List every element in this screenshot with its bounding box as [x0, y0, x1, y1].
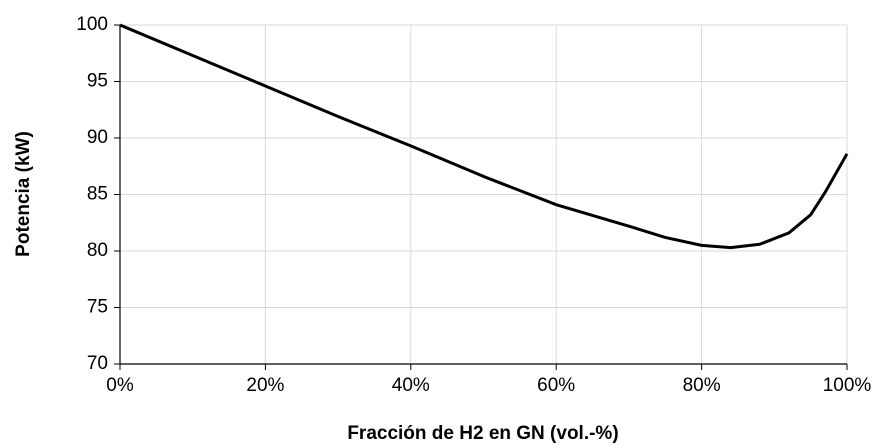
x-tick-label: 40%: [392, 375, 430, 396]
x-tick-label: 60%: [537, 375, 575, 396]
x-tick-label: 80%: [683, 375, 721, 396]
x-tick-label: 0%: [106, 375, 134, 396]
y-tick-label: 90: [87, 127, 108, 148]
x-axis-title: Fracción de H2 en GN (vol.-%): [347, 423, 618, 444]
y-axis-title: Potencia (kW): [13, 131, 34, 257]
y-tick-label: 85: [87, 184, 108, 205]
y-tick-label: 100: [76, 14, 108, 35]
x-tick-label: 20%: [246, 375, 284, 396]
y-tick-label: 80: [87, 240, 108, 261]
y-tick-label: 75: [87, 297, 108, 318]
y-tick-label: 70: [87, 353, 108, 374]
y-tick-label: 95: [87, 71, 108, 92]
x-tick-label: 100%: [823, 375, 872, 396]
data-line: [119, 23, 849, 250]
